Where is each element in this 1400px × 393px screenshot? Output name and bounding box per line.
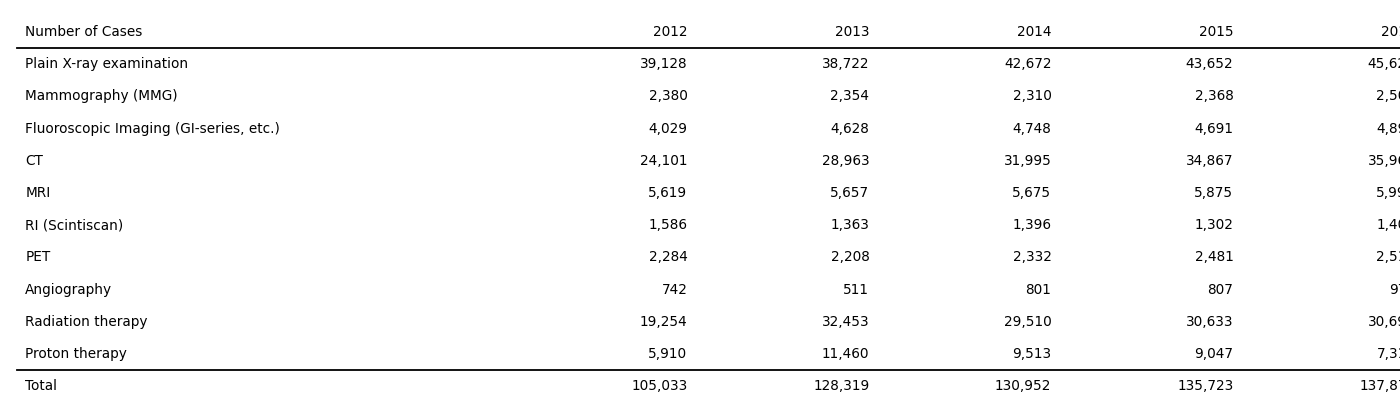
Text: 39,128: 39,128 [640,57,687,71]
Text: 24,101: 24,101 [640,154,687,168]
Text: 5,657: 5,657 [830,186,869,200]
Text: 1,396: 1,396 [1012,218,1051,232]
Text: 2,354: 2,354 [830,89,869,103]
Text: 2013: 2013 [834,25,869,39]
Text: PET: PET [25,250,50,264]
Text: 29,510: 29,510 [1004,315,1051,329]
Text: 19,254: 19,254 [640,315,687,329]
Text: 2,208: 2,208 [830,250,869,264]
Text: 7,316: 7,316 [1376,347,1400,361]
Text: CT: CT [25,154,43,168]
Text: 4,628: 4,628 [830,121,869,136]
Text: 9,513: 9,513 [1012,347,1051,361]
Text: 1,363: 1,363 [830,218,869,232]
Text: 5,875: 5,875 [1194,186,1233,200]
Text: 5,675: 5,675 [1012,186,1051,200]
Text: 4,896: 4,896 [1376,121,1400,136]
Text: RI (Scintiscan): RI (Scintiscan) [25,218,123,232]
Text: 2016: 2016 [1380,25,1400,39]
Text: 511: 511 [843,283,869,297]
Text: 11,460: 11,460 [822,347,869,361]
Text: 807: 807 [1208,283,1233,297]
Text: 30,691: 30,691 [1368,315,1400,329]
Text: 32,453: 32,453 [822,315,869,329]
Text: 5,910: 5,910 [648,347,687,361]
Text: 1,586: 1,586 [648,218,687,232]
Text: 45,622: 45,622 [1368,57,1400,71]
Text: Radiation therapy: Radiation therapy [25,315,148,329]
Text: 4,748: 4,748 [1012,121,1051,136]
Text: 2,368: 2,368 [1194,89,1233,103]
Text: 38,722: 38,722 [822,57,869,71]
Text: MRI: MRI [25,186,50,200]
Text: 28,963: 28,963 [822,154,869,168]
Text: 2,284: 2,284 [648,250,687,264]
Text: Total: Total [25,379,57,393]
Text: 1,302: 1,302 [1194,218,1233,232]
Text: 2014: 2014 [1016,25,1051,39]
Text: 2015: 2015 [1198,25,1233,39]
Text: 9,047: 9,047 [1194,347,1233,361]
Text: 2012: 2012 [652,25,687,39]
Text: Mammography (MMG): Mammography (MMG) [25,89,178,103]
Text: 1,403: 1,403 [1376,218,1400,232]
Text: 2,502: 2,502 [1376,89,1400,103]
Text: 5,992: 5,992 [1376,186,1400,200]
Text: 4,691: 4,691 [1194,121,1233,136]
Text: 2,310: 2,310 [1012,89,1051,103]
Text: 30,633: 30,633 [1186,315,1233,329]
Text: 2,481: 2,481 [1194,250,1233,264]
Text: 137,871: 137,871 [1359,379,1400,393]
Text: 130,952: 130,952 [995,379,1051,393]
Text: Plain X-ray examination: Plain X-ray examination [25,57,189,71]
Text: 742: 742 [662,283,687,297]
Text: 31,995: 31,995 [1004,154,1051,168]
Text: Proton therapy: Proton therapy [25,347,127,361]
Text: 35,961: 35,961 [1368,154,1400,168]
Text: 2,380: 2,380 [648,89,687,103]
Text: 128,319: 128,319 [813,379,869,393]
Text: 135,723: 135,723 [1177,379,1233,393]
Text: 2,332: 2,332 [1012,250,1051,264]
Text: Fluoroscopic Imaging (GI-series, etc.): Fluoroscopic Imaging (GI-series, etc.) [25,121,280,136]
Text: 105,033: 105,033 [631,379,687,393]
Text: 43,652: 43,652 [1186,57,1233,71]
Text: 5,619: 5,619 [648,186,687,200]
Text: Angiography: Angiography [25,283,112,297]
Text: 42,672: 42,672 [1004,57,1051,71]
Text: 801: 801 [1026,283,1051,297]
Text: Number of Cases: Number of Cases [25,25,143,39]
Text: 970: 970 [1389,283,1400,297]
Text: 4,029: 4,029 [648,121,687,136]
Text: 34,867: 34,867 [1186,154,1233,168]
Text: 2,518: 2,518 [1376,250,1400,264]
